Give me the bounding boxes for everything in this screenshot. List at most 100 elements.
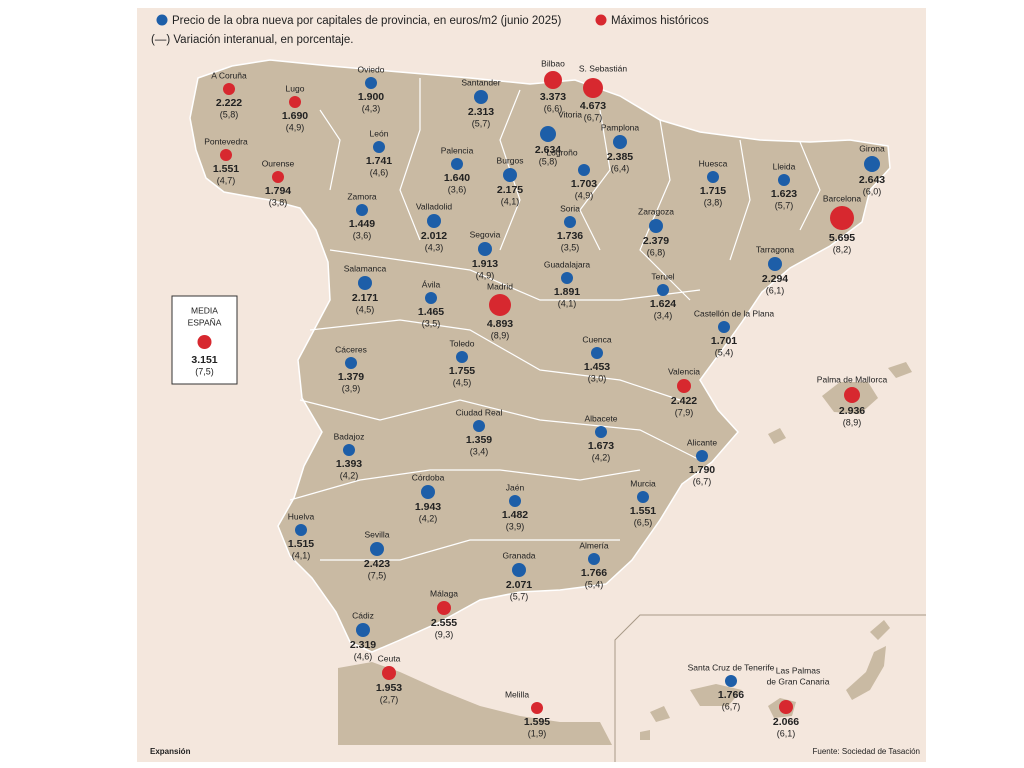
legend-note: (—) Variación interanual, en porcentaje. [151,34,353,46]
city-name: Las Palmas [776,665,820,675]
city-dot [425,292,437,304]
city-change: (8,9) [843,417,862,427]
city-change: (9,3) [435,629,454,639]
city-change: (6,1) [777,728,796,738]
city-dot [421,485,435,499]
city-name: Almería [579,540,609,550]
city-price: 1.482 [502,509,528,521]
island [768,362,912,444]
city-name: Ávila [422,279,441,289]
city-change: (7,9) [675,407,694,417]
city-name: Ciudad Real [456,407,503,417]
city-price: 1.551 [630,505,656,517]
cities: A Coruña2.222(5,8)Lugo1.690(4,9)Oviedo1.… [204,58,887,738]
city-price: 1.623 [771,188,797,200]
city-change: (6,6) [544,103,563,113]
city-change: (6,8) [647,247,666,257]
city-dot [696,450,708,462]
city-name: A Coruña [211,70,247,80]
city-name: Málaga [430,588,458,598]
city-change: (3,9) [342,383,361,393]
city-price: 1.741 [366,155,392,167]
city-change: (5,8) [539,156,558,166]
city-name: Santander [461,77,500,87]
city-price: 1.465 [418,306,444,318]
city-price: 1.624 [650,298,676,310]
city-name: Jaén [506,482,525,492]
city-dot [707,171,719,183]
city-dot [295,524,307,536]
city-dot [478,242,492,256]
city-price: 1.953 [376,682,402,694]
city-price: 3.373 [540,91,566,103]
city-price: 2.423 [364,558,390,570]
city-dot [864,156,880,172]
city-price: 2.643 [859,174,885,186]
city-name: Palencia [441,145,474,155]
city-dot [356,623,370,637]
city-change: (4,3) [425,242,444,252]
city-change: (6,5) [634,517,653,527]
city-price: 1.913 [472,258,498,270]
city-change: (4,7) [217,175,236,185]
city-change: (3,4) [654,310,673,320]
city-dot [503,168,517,182]
city-dot [272,171,284,183]
city-change: (4,6) [354,651,373,661]
city-price: 4.673 [580,100,606,112]
city-name: Teruel [651,271,674,281]
city-dot [830,206,854,230]
city-dot [578,164,590,176]
city-name: Cáceres [335,344,367,354]
city-dot [223,83,235,95]
city-price: 2.294 [762,273,788,285]
city-change: (5,7) [775,200,794,210]
city-name: Córdoba [412,472,445,482]
city-change: (6,0) [863,186,882,196]
city-change: (4,9) [476,270,495,280]
city-dot [382,666,396,680]
city-name: Pontevedra [204,136,248,146]
city-price: 1.736 [557,230,583,242]
city-change: (8,2) [833,244,852,254]
city-change: (7,5) [368,570,387,580]
city-change: (4,5) [453,377,472,387]
city-dot [637,491,649,503]
city-change: (5,7) [472,118,491,128]
city-price: 1.640 [444,172,470,184]
city-name: Castellón de la Plana [694,308,775,318]
land [338,662,612,745]
footer-source: Fuente: Sociedad de Tasación [813,747,920,756]
city-price: 1.551 [213,163,239,175]
city-dot [345,357,357,369]
city-dot [427,214,441,228]
city-name: Zaragoza [638,206,674,216]
city-price: 1.703 [571,178,597,190]
city-price: 1.453 [584,361,610,373]
city-price: 5.695 [829,232,855,244]
city-price: 2.319 [350,639,376,651]
city-change: (4,9) [575,190,594,200]
city-name: Melilla [505,689,529,699]
city-dot [595,426,607,438]
city-name: Oviedo [358,64,385,74]
city-change: (4,2) [592,452,611,462]
city-price: 1.900 [358,91,384,103]
city-name: Girona [859,143,885,153]
city-price: 2.634 [535,144,561,156]
city-name: Madrid [487,281,513,291]
city-dot [437,601,451,615]
city-price: 2.555 [431,617,457,629]
city-change: (4,1) [292,550,311,560]
city-name: Vitoria [558,109,582,119]
city-price: 2.012 [421,230,447,242]
city-name: Pamplona [601,122,640,132]
city-dot [474,90,488,104]
city-change: (5,4) [715,347,734,357]
city-price: 2.422 [671,395,697,407]
city-dot [588,553,600,565]
city-dot [531,702,543,714]
city-name: Albacete [584,413,617,423]
city-name: Valladolid [416,201,453,211]
